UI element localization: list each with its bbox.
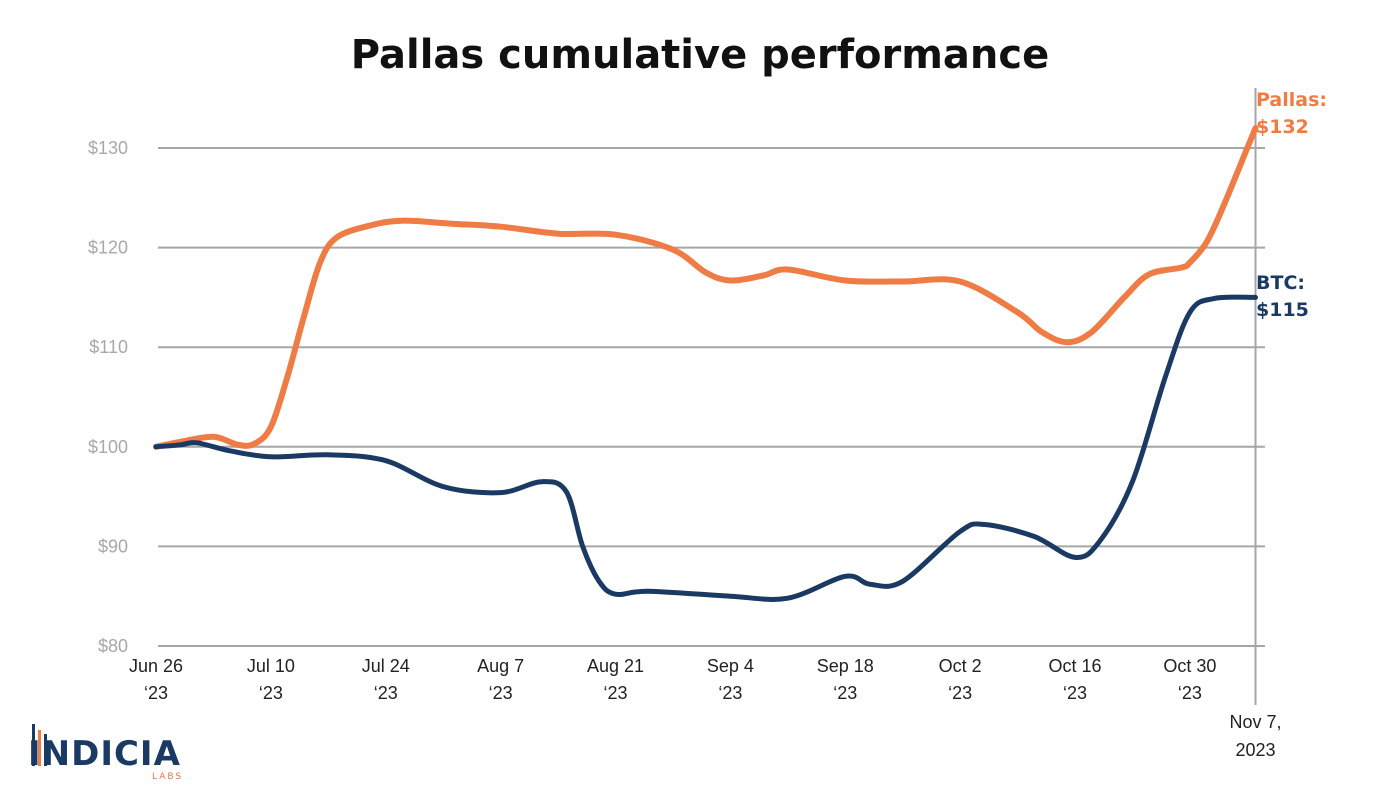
- x-tick-label-year: ‘23: [833, 683, 857, 703]
- x-tick-label-year: ‘23: [489, 683, 513, 703]
- y-tick-label: $80: [98, 636, 128, 656]
- x-tick-label-year: ‘23: [603, 683, 627, 703]
- logo-text: INDICIA: [28, 734, 181, 774]
- gridlines: [158, 88, 1265, 705]
- x-tick-label: Jun 26: [129, 656, 183, 676]
- x-tick-label: Jul 10: [247, 656, 295, 676]
- end-date-label-year: 2023: [1235, 740, 1275, 760]
- end-label-btc: BTC:: [1256, 272, 1305, 294]
- x-tick-label: Aug 21: [587, 656, 644, 676]
- y-tick-label: $130: [88, 138, 128, 158]
- logo-subtext: LABS: [152, 772, 183, 782]
- logo-bar-1: [32, 724, 35, 766]
- x-tick-label: Oct 16: [1048, 656, 1101, 676]
- end-date-label: Nov 7,: [1230, 712, 1282, 732]
- x-tick-label-year: ‘23: [1063, 683, 1087, 703]
- chart-title: Pallas cumulative performance: [351, 32, 1049, 78]
- logo-bar-3: [44, 734, 47, 766]
- series-lines: [153, 125, 1259, 602]
- x-tick-label-year: ‘23: [259, 683, 283, 703]
- end-label-pallas: Pallas:: [1256, 89, 1327, 111]
- series-line-btc: [153, 294, 1258, 602]
- x-tick-label: Jul 24: [362, 656, 410, 676]
- x-tick-label-year: ‘23: [144, 683, 168, 703]
- x-tick-label: Sep 4: [707, 656, 754, 676]
- y-tick-label: $100: [88, 437, 128, 457]
- x-tick-label: Aug 7: [477, 656, 524, 676]
- x-tick-label-year: ‘23: [1178, 683, 1202, 703]
- end-labels: Pallas: $132 BTC: $115: [1256, 89, 1327, 321]
- y-tick-label: $120: [88, 238, 128, 258]
- y-tick-label: $110: [89, 337, 128, 357]
- x-axis: Jun 26 ‘23 Jul 10 ‘23 Jul 24 ‘23 Aug 7 ‘23 Aug 2…: [129, 656, 1282, 760]
- x-tick-label: Sep 18: [817, 656, 874, 676]
- end-value-btc: $115: [1256, 299, 1309, 321]
- x-tick-label-year: ‘23: [374, 683, 398, 703]
- x-tick-label-year: ‘23: [718, 683, 742, 703]
- series-line-pallas: [153, 125, 1259, 450]
- x-tick-label: Oct 30: [1163, 656, 1216, 676]
- x-tick-label-year: ‘23: [948, 683, 972, 703]
- y-axis: $80 $90 $100 $110 $120 $130: [88, 138, 128, 656]
- x-tick-label: Oct 2: [939, 656, 982, 676]
- end-value-pallas: $132: [1256, 116, 1309, 138]
- indicia-labs-logo: INDICIA LABS: [28, 724, 183, 782]
- logo-bar-2: [38, 730, 41, 766]
- y-tick-label: $90: [98, 536, 128, 556]
